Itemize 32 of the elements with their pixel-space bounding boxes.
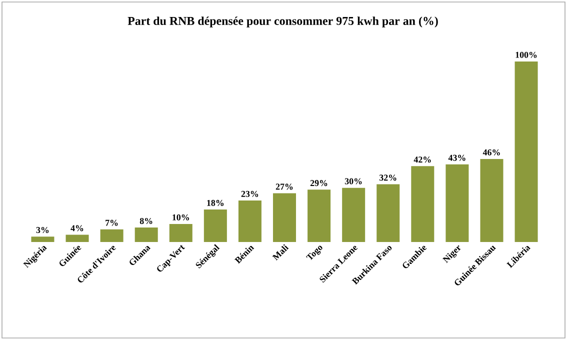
data-label: 46% [482,149,500,156]
bar [31,236,54,242]
data-label: 8% [140,218,152,224]
data-label: 27% [276,184,293,190]
bar [134,228,158,242]
bar [100,229,124,242]
bar [446,164,469,242]
data-label: 4% [70,225,84,232]
bar [308,190,331,242]
bar [169,224,192,242]
data-label: 30% [344,178,362,184]
data-label: 32% [380,174,396,181]
bar [66,234,89,242]
bar [238,200,262,242]
data-label: 100% [516,52,537,58]
bar [273,193,296,242]
data-label: 18% [207,200,224,206]
bar [204,210,227,242]
chart-title: Part du RNB dépensée pour consommer 975 kwh par an (%) [128,16,438,28]
bar [342,188,366,242]
bar [514,61,538,242]
data-label: 7% [106,220,118,226]
data-label: 43% [448,154,466,161]
x-tick-label: Togo [306,246,322,260]
data-label: 23% [241,190,258,197]
bar [480,158,504,242]
data-label: 29% [310,180,328,186]
bar [411,166,434,242]
data-label: 3% [36,226,49,234]
data-label: 10% [172,214,190,220]
data-label: 42% [414,156,431,163]
bar [376,184,400,242]
